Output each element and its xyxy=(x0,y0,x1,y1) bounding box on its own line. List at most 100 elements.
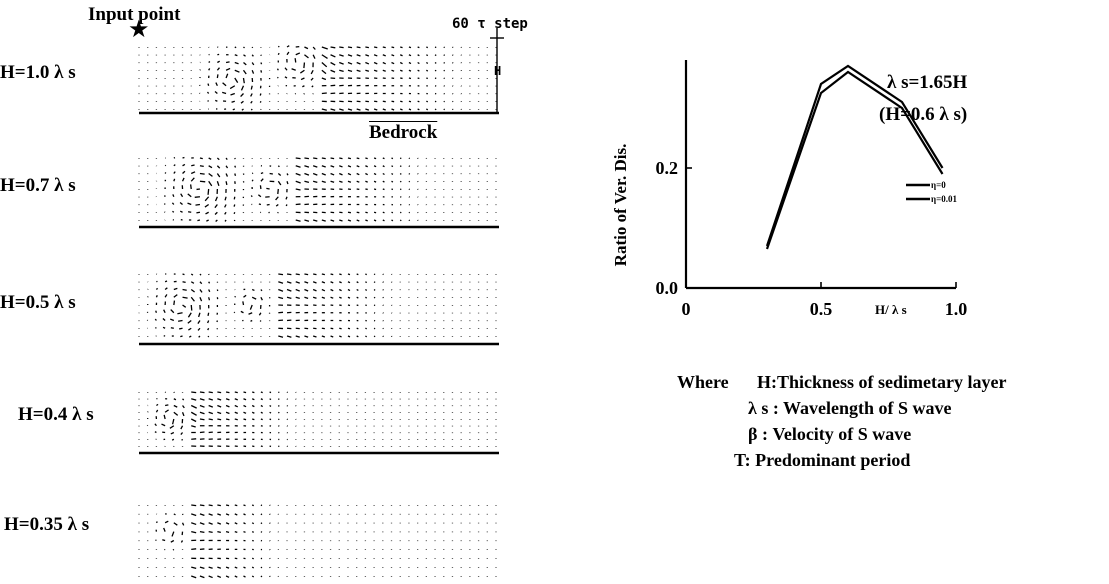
displacement-vector xyxy=(356,108,361,111)
displacement-vector xyxy=(382,54,386,57)
displacement-vector xyxy=(214,196,218,202)
displacement-vector xyxy=(260,70,263,73)
displacement-vector xyxy=(312,165,318,168)
displacement-vector xyxy=(321,180,326,183)
displacement-vector xyxy=(408,54,412,57)
displacement-vector xyxy=(260,62,263,65)
displacement-vector xyxy=(295,165,301,168)
displacement-vector xyxy=(339,180,343,183)
displacement-vector xyxy=(208,411,214,415)
displacement-vector xyxy=(154,431,157,434)
displacement-vector xyxy=(321,77,327,81)
displacement-vector xyxy=(207,320,210,324)
displacement-vector xyxy=(179,210,183,213)
displacement-vector xyxy=(191,575,197,579)
displacement-vector xyxy=(365,157,368,160)
displacement-vector xyxy=(286,296,292,300)
legend-label-1: η=0.01 xyxy=(931,194,957,204)
displacement-vector xyxy=(164,287,168,291)
displacement-vector xyxy=(225,418,230,421)
displacement-vector xyxy=(171,418,175,425)
displacement-vector xyxy=(356,69,361,72)
displacement-vector xyxy=(260,398,263,401)
displacement-vector xyxy=(304,180,310,184)
displacement-vector xyxy=(154,327,157,329)
displacement-vector xyxy=(391,157,394,160)
displacement-vector xyxy=(313,157,318,160)
displacement-vector xyxy=(304,157,310,160)
displacement-vector xyxy=(199,273,202,276)
displacement-vector xyxy=(251,70,255,74)
displacement-vector xyxy=(214,91,218,95)
vector-field-row xyxy=(138,273,497,338)
displacement-vector xyxy=(373,281,376,284)
displacement-vector xyxy=(198,335,201,338)
displacement-vector xyxy=(173,398,177,401)
displacement-vector xyxy=(339,296,342,299)
displacement-vector xyxy=(286,288,292,292)
displacement-vector xyxy=(295,188,301,191)
displacement-vector xyxy=(365,61,370,65)
displacement-vector xyxy=(208,504,213,507)
displacement-vector xyxy=(286,273,292,276)
displacement-vector xyxy=(191,548,197,551)
displacement-vector xyxy=(277,45,280,48)
displacement-vector xyxy=(208,281,211,284)
displacement-vector xyxy=(208,566,213,569)
displacement-vector xyxy=(259,320,262,322)
displacement-vector xyxy=(234,295,236,298)
displacement-vector xyxy=(356,273,359,276)
displacement-vector xyxy=(312,46,316,50)
displacement-vector xyxy=(251,566,255,569)
displacement-vector xyxy=(206,219,209,222)
displacement-vector xyxy=(373,304,376,307)
displacement-vector xyxy=(190,288,195,293)
displacement-vector xyxy=(321,62,328,68)
x-axis-label: H/ λ s xyxy=(875,302,907,317)
displacement-vector xyxy=(277,188,279,195)
displacement-vector xyxy=(199,157,203,160)
displacement-vector xyxy=(224,211,227,215)
legend-where: Where xyxy=(677,372,729,392)
row-label-h-0-5: H=0.5 λ s xyxy=(0,292,76,313)
displacement-vector xyxy=(417,54,420,57)
displacement-vector xyxy=(266,187,270,190)
displacement-vector xyxy=(216,165,221,169)
displacement-vector xyxy=(295,180,301,184)
displacement-vector xyxy=(243,391,247,394)
displacement-vector xyxy=(217,398,222,401)
displacement-vector xyxy=(399,180,402,183)
displacement-vector xyxy=(277,180,282,186)
displacement-vector xyxy=(243,531,246,533)
displacement-vector xyxy=(208,157,212,160)
displacement-vector xyxy=(286,445,289,448)
displacement-vector xyxy=(269,445,272,448)
displacement-vector xyxy=(330,165,335,168)
displacement-vector xyxy=(243,418,247,421)
displacement-vector xyxy=(434,54,437,57)
displacement-vector xyxy=(215,219,218,223)
displacement-vector xyxy=(391,61,395,65)
displacement-vector xyxy=(234,46,237,49)
displacement-vector xyxy=(294,92,297,95)
displacement-vector xyxy=(216,173,221,178)
displacement-vector xyxy=(321,46,328,50)
displacement-vector xyxy=(214,204,218,209)
displacement-vector xyxy=(382,172,385,176)
displacement-vector xyxy=(330,172,335,176)
displacement-vector xyxy=(225,513,230,516)
displacement-vector xyxy=(162,326,166,329)
displacement-vector xyxy=(286,411,289,414)
displacement-vector xyxy=(347,172,352,176)
displacement-vector xyxy=(191,522,197,526)
displacement-vector xyxy=(260,418,263,421)
displacement-vector xyxy=(347,69,353,72)
displacement-vector xyxy=(330,288,334,292)
displacement-vector xyxy=(286,181,289,185)
displacement-vector xyxy=(187,202,192,206)
displacement-vector xyxy=(230,92,235,96)
displacement-vector xyxy=(172,548,175,551)
displacement-vector xyxy=(356,180,360,183)
displacement-vector xyxy=(179,327,183,330)
displacement-vector xyxy=(182,281,186,284)
